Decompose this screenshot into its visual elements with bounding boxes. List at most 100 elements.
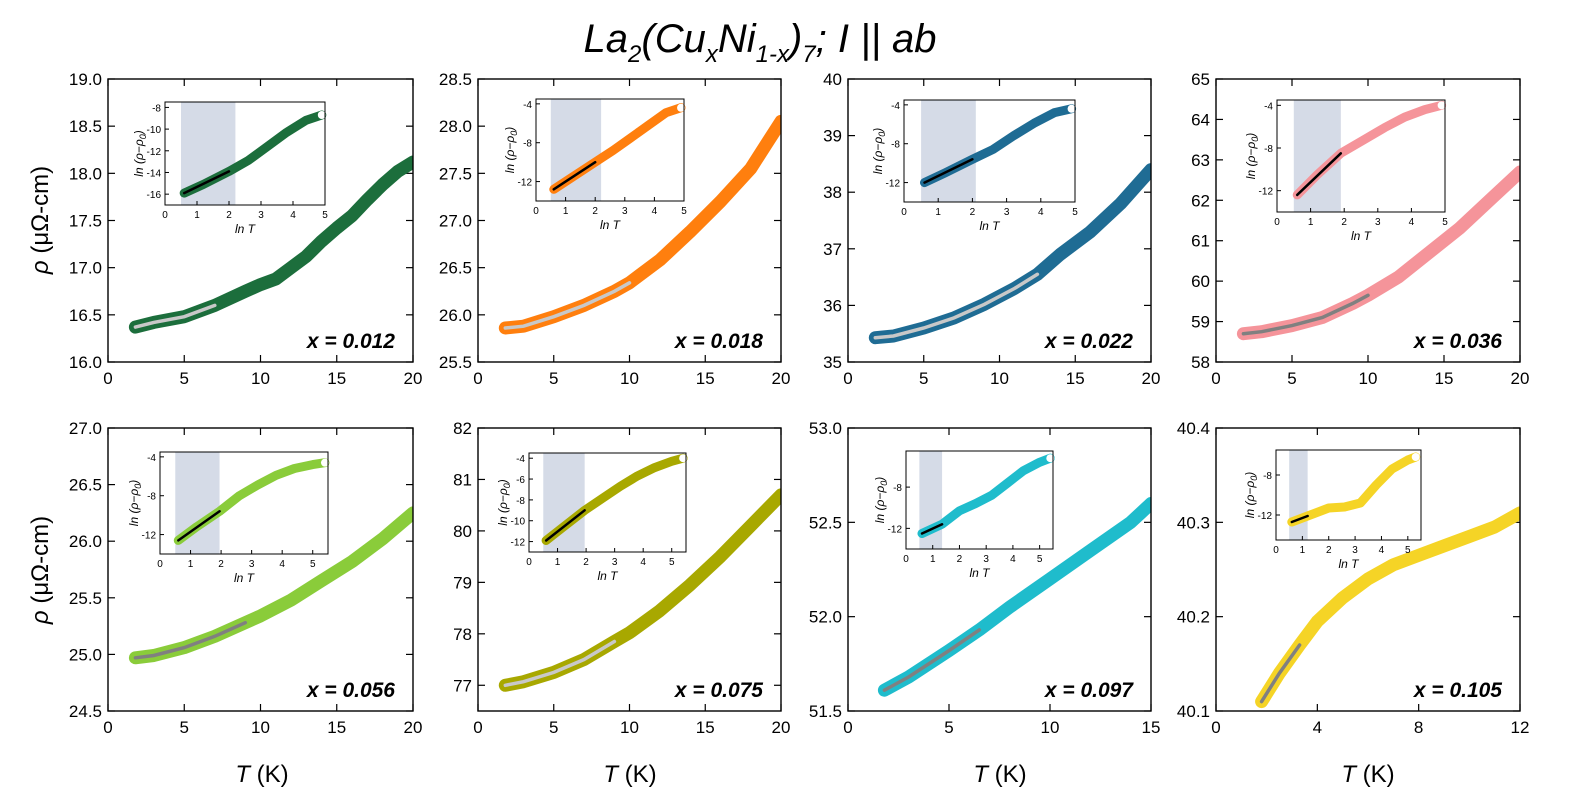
x-tick-label: 0 bbox=[103, 369, 112, 388]
composition-label: x = 0.018 bbox=[674, 330, 763, 353]
y-tick-label: 77 bbox=[453, 676, 472, 695]
inset-x-axis-label: ln T bbox=[235, 222, 257, 236]
x-tick-label: 10 bbox=[620, 718, 639, 737]
inset-y-axis-label-sub: 0 bbox=[877, 132, 887, 137]
inset-y-axis-label-end: ) bbox=[127, 480, 141, 486]
y-tick-label: 53.0 bbox=[809, 419, 842, 438]
inset-x-tick-label: 4 bbox=[640, 557, 646, 568]
inset-x-tick-label: 1 bbox=[188, 559, 194, 570]
inset-end-marker bbox=[317, 111, 326, 120]
y-tick-label: 63 bbox=[1191, 151, 1210, 170]
x-tick-label: 20 bbox=[772, 718, 791, 737]
inset-y-tick-label: -8 bbox=[1264, 144, 1273, 155]
x-tick-label: 5 bbox=[180, 718, 189, 737]
x-tick-label: 5 bbox=[549, 718, 558, 737]
panel-frame bbox=[107, 78, 414, 363]
y-tick-label: 27.0 bbox=[439, 212, 472, 231]
x-tick-label: 0 bbox=[103, 718, 112, 737]
y-tick-label: 60 bbox=[1191, 272, 1210, 291]
inset-x-tick-label: 3 bbox=[1352, 545, 1358, 556]
inset-frame bbox=[1275, 449, 1422, 541]
panel-6: 0 5 10 15 20 77 78 79 80 81 82 x = 0.075 0 1 2 3 4 5 -4 -6 -… bbox=[453, 419, 790, 737]
inset-shaded-region bbox=[921, 100, 976, 202]
y-axis-label-top-unit: (μΩ-cm) bbox=[27, 166, 54, 260]
y-tick-label: 65 bbox=[1191, 70, 1210, 89]
y-tick-label: 61 bbox=[1191, 232, 1210, 251]
figure-title: La2(CuxNi1-x)7; I || ab bbox=[584, 17, 937, 68]
inset-y-tick-label: -4 bbox=[516, 454, 525, 465]
composition-label: x = 0.022 bbox=[1044, 330, 1133, 353]
x-tick-label: 5 bbox=[919, 369, 928, 388]
panel-frame bbox=[847, 427, 1152, 712]
inset-frame bbox=[905, 450, 1054, 550]
y-axis-label-bottom-symbol: ρ bbox=[27, 610, 54, 625]
title-paren: ) bbox=[785, 17, 802, 61]
panel-3: 0 5 10 15 20 35 36 37 38 39 40 x = 0.022 0 1 2 3 4 5 -4 -8 -… bbox=[823, 70, 1160, 388]
inset-y-tick-label: -8 bbox=[1263, 471, 1272, 482]
inset-x-tick-label: 0 bbox=[903, 554, 909, 565]
inset-y-tick-label: -10 bbox=[147, 125, 162, 136]
inset-y-axis-label-end: ) bbox=[503, 127, 517, 133]
inset-y-axis-label-end: ) bbox=[873, 477, 887, 483]
fit-line bbox=[133, 303, 217, 329]
y-tick-label: 80 bbox=[453, 522, 472, 541]
inset-y-tick-label: -4 bbox=[523, 100, 532, 111]
x-tick-label: 5 bbox=[944, 718, 953, 737]
x-tick-label: 5 bbox=[1287, 369, 1296, 388]
inset-y-axis-label-end: ) bbox=[496, 479, 510, 485]
inset-x-tick-label: 3 bbox=[249, 559, 255, 570]
inset-y-tick-label: -12 bbox=[888, 524, 903, 535]
inset-y-axis-label-sub: 0 bbox=[1250, 137, 1260, 142]
composition-label: x = 0.105 bbox=[1413, 679, 1502, 702]
inset-x-axis-label: ln T bbox=[597, 569, 619, 583]
inset-x-tick-label: 2 bbox=[592, 206, 598, 217]
composition-label: x = 0.036 bbox=[1413, 330, 1502, 353]
y-tick-label: 79 bbox=[453, 573, 472, 592]
fit-line bbox=[873, 272, 1040, 340]
composition-label: x = 0.075 bbox=[674, 679, 763, 702]
inset-frame bbox=[528, 452, 687, 553]
inset-x-axis-label: ln T bbox=[234, 571, 256, 585]
y-tick-label: 25.0 bbox=[69, 645, 102, 664]
inset-y-axis-label: ln (ρ−ρ0) bbox=[127, 480, 143, 526]
x-axis-label-1-unit: (K) bbox=[250, 761, 289, 788]
inset-fit-line bbox=[552, 160, 597, 191]
inset-x-tick-label: 2 bbox=[1326, 545, 1332, 556]
y-tick-label: 17.0 bbox=[69, 259, 102, 278]
inset-y-axis-label-end: ) bbox=[871, 128, 885, 134]
y-tick-label: 81 bbox=[453, 470, 472, 489]
inset-data-series bbox=[1287, 452, 1421, 527]
x-tick-label: 15 bbox=[696, 369, 715, 388]
inset-end-marker bbox=[677, 103, 686, 112]
x-tick-label: 15 bbox=[696, 718, 715, 737]
inset-x-tick-label: 3 bbox=[983, 554, 989, 565]
inset-y-tick-label: -12 bbox=[142, 531, 157, 542]
x-tick-label: 10 bbox=[1041, 718, 1060, 737]
inset-y-axis-label-sub: 0 bbox=[502, 483, 512, 488]
inset-y-axis-label-main: ln (ρ−ρ bbox=[127, 489, 141, 527]
inset-y-axis-label: ln (ρ−ρ0) bbox=[873, 477, 889, 523]
inset-x-axis-label: ln T bbox=[600, 218, 622, 232]
x-tick-label: 15 bbox=[1142, 718, 1161, 737]
inset-x-tick-label: 1 bbox=[1300, 545, 1306, 556]
x-tick-label: 5 bbox=[549, 369, 558, 388]
x-tick-label: 20 bbox=[1142, 369, 1161, 388]
inset-y-tick-label: -4 bbox=[147, 453, 156, 464]
inset-x-axis-label: ln T bbox=[1338, 557, 1360, 571]
y-tick-label: 51.5 bbox=[809, 702, 842, 721]
inset-y-tick-label: -8 bbox=[523, 139, 532, 150]
inset-x-tick-label: 2 bbox=[1341, 217, 1347, 228]
inset-x-tick-label: 5 bbox=[310, 559, 316, 570]
inset-x-tick-label: 3 bbox=[258, 210, 264, 221]
inset-x-tick-label: 3 bbox=[1375, 217, 1381, 228]
x-tick-label: 10 bbox=[1359, 369, 1378, 388]
x-tick-label: 0 bbox=[473, 718, 482, 737]
y-tick-label: 28.0 bbox=[439, 117, 472, 136]
